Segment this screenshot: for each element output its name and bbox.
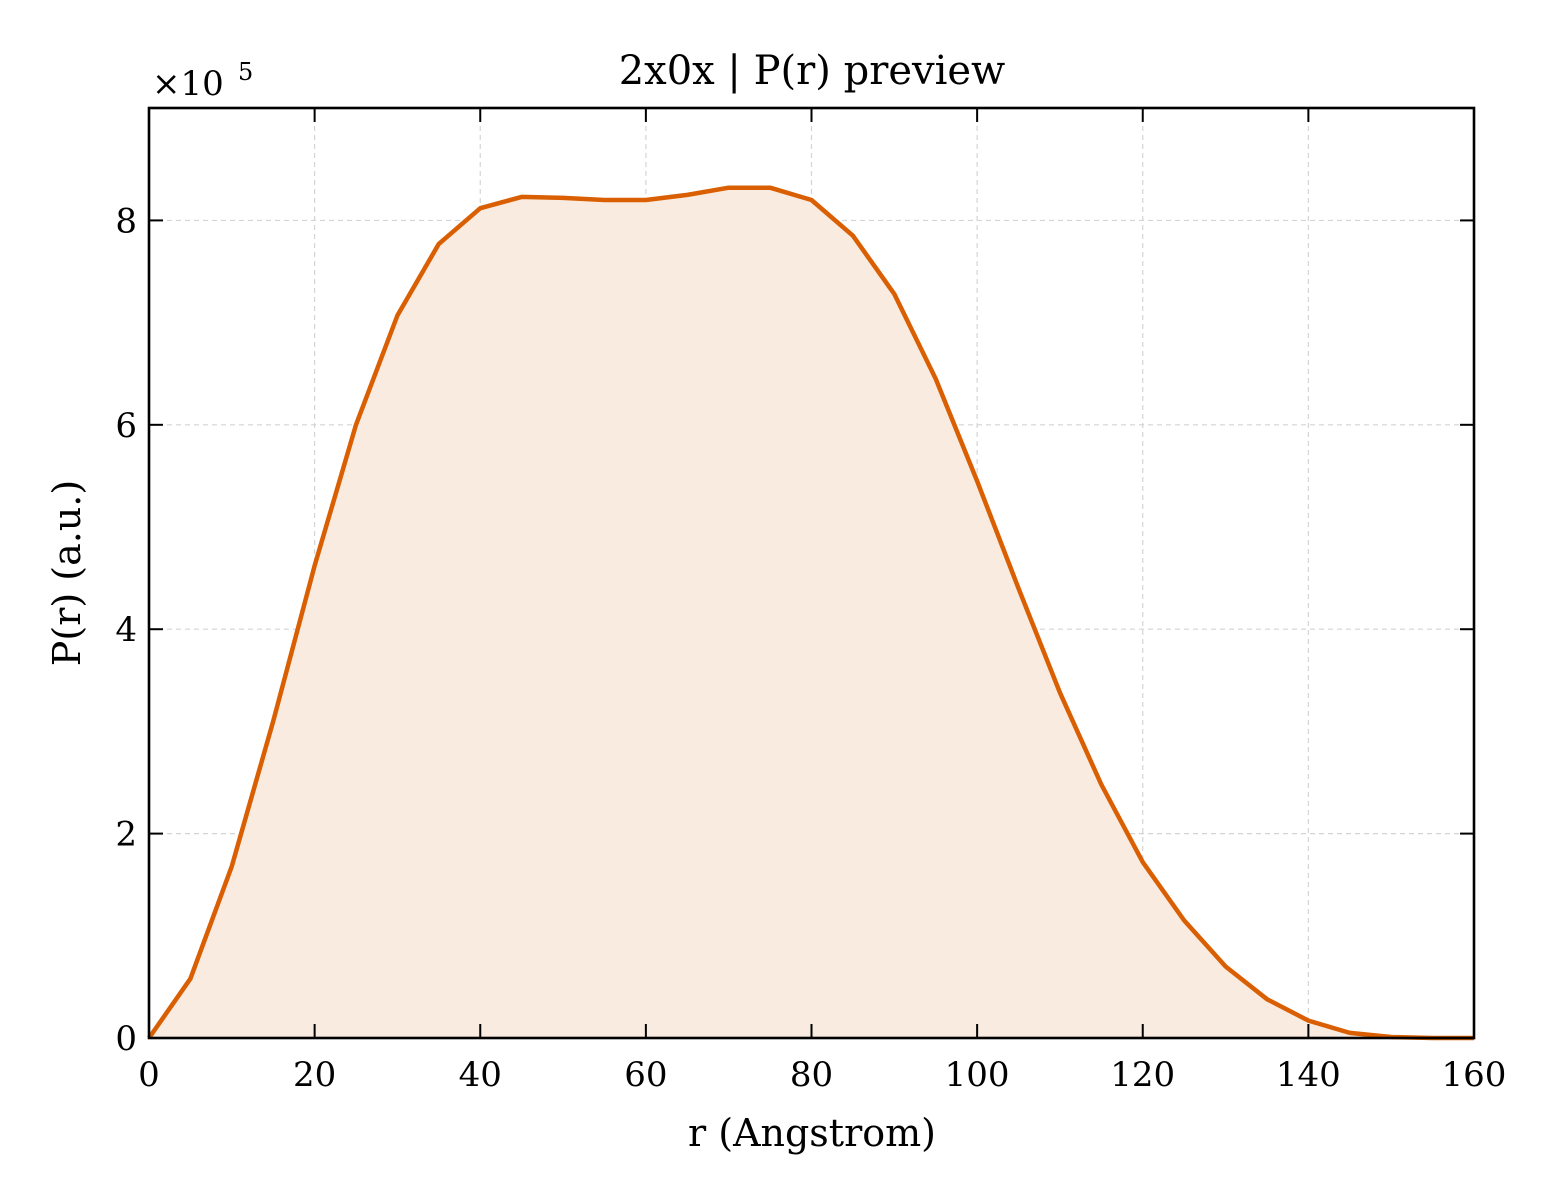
pr-area-fill	[149, 187, 1474, 1038]
y-axis-label: P(r) (a.u.)	[45, 480, 89, 666]
x-axis-label: r (Angstrom)	[688, 1111, 936, 1155]
x-tick-label: 40	[459, 1055, 502, 1095]
y-tick-label: 6	[115, 406, 137, 446]
x-tick-label: 100	[945, 1055, 1010, 1095]
y-multiplier: ×10 5	[152, 58, 253, 104]
y-tick-label: 4	[115, 610, 137, 650]
chart-title: 2x0x | P(r) preview	[619, 48, 1006, 94]
x-tick-label: 80	[790, 1055, 833, 1095]
x-tick-label: 120	[1110, 1055, 1175, 1095]
pr-series-line	[147, 185, 1474, 1041]
y-multiplier-exponent: 5	[238, 58, 253, 86]
y-tick-label: 8	[115, 201, 137, 241]
y-multiplier-base: ×10	[152, 64, 224, 104]
x-tick-label: 20	[293, 1055, 336, 1095]
y-tick-label: 0	[115, 1019, 137, 1059]
x-tick-label: 60	[624, 1055, 667, 1095]
x-tick-label: 0	[138, 1055, 160, 1095]
ticks: 0 20 40 60 80 100 120 140 160 0 2 4 6 8	[115, 108, 1506, 1095]
y-tick-label: 2	[115, 815, 137, 855]
x-tick-label: 140	[1276, 1055, 1341, 1095]
x-tick-label: 160	[1442, 1055, 1507, 1095]
